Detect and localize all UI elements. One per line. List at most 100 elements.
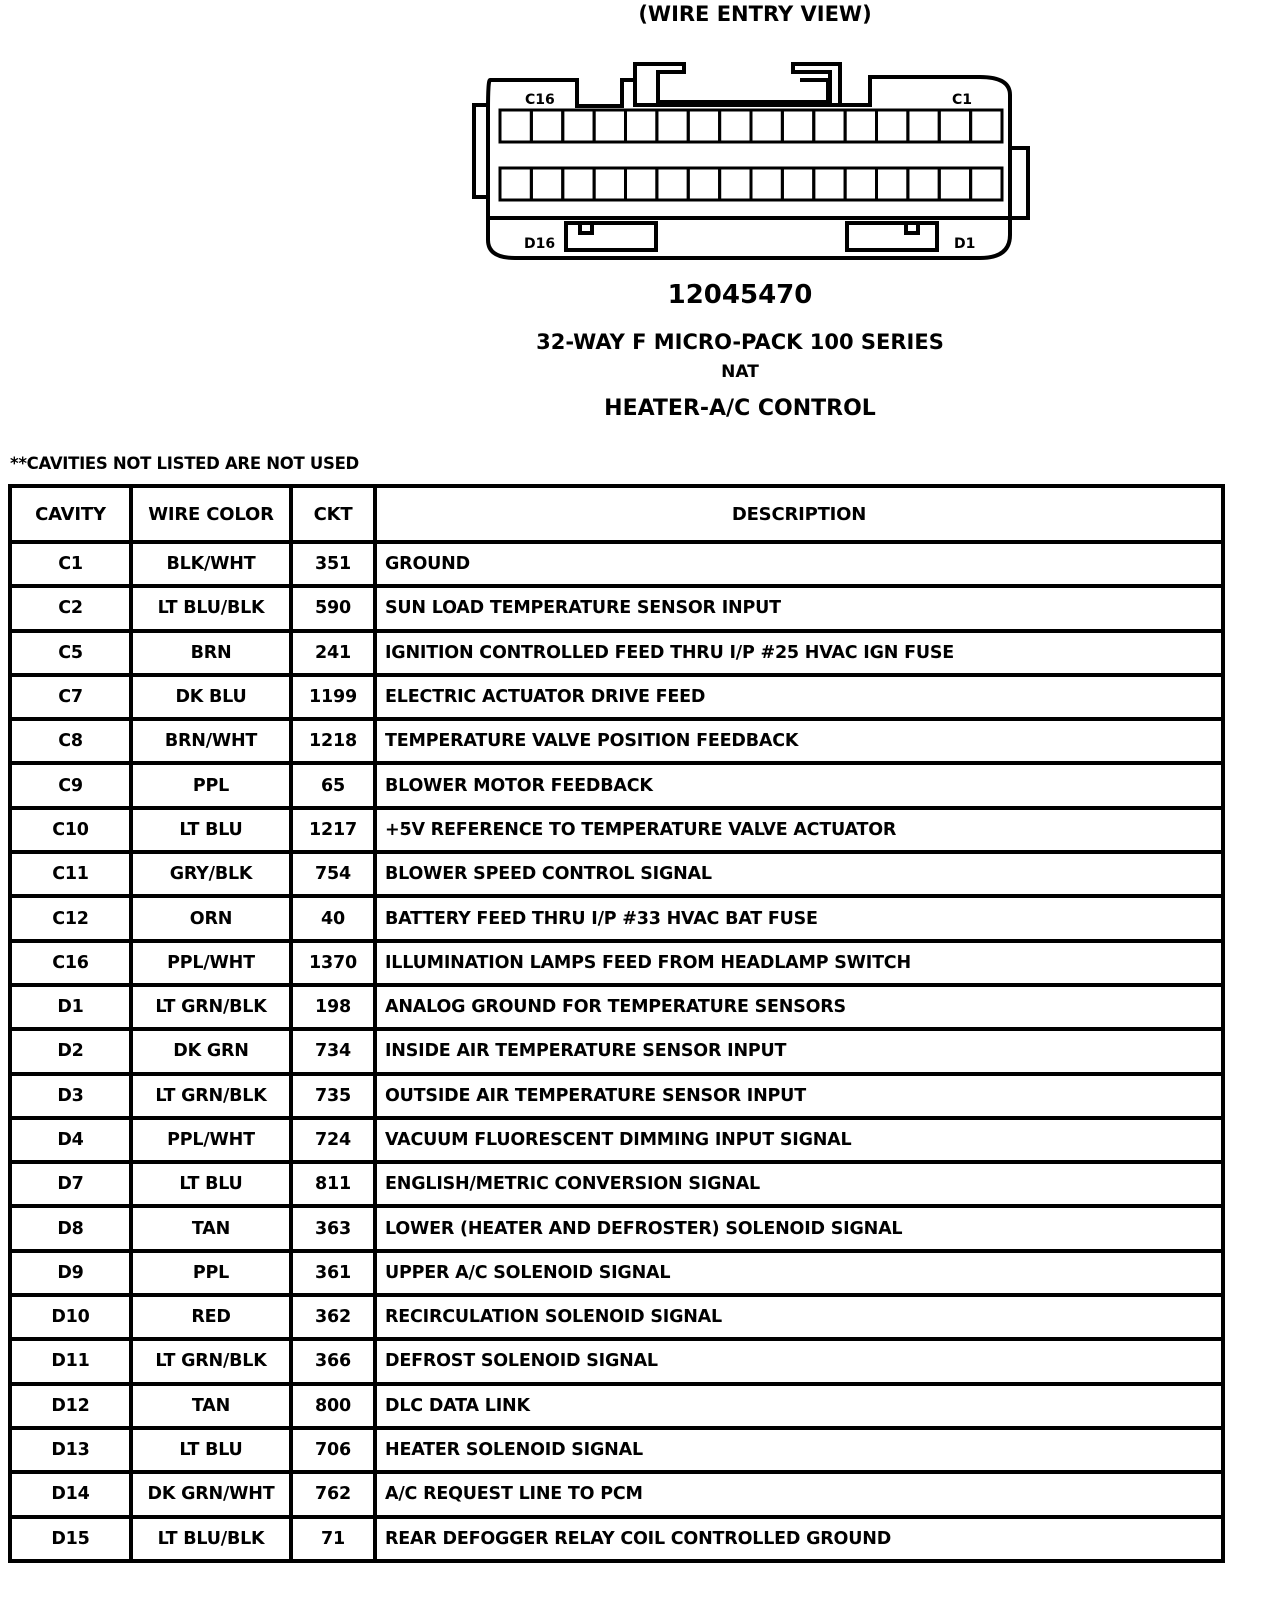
cavity-d14 [561, 166, 596, 202]
header-description: DESCRIPTION [377, 488, 1221, 544]
left-tab [472, 103, 490, 199]
cavity-d7 [780, 166, 816, 202]
wire-color-cell: LT GRN/BLK [133, 1075, 293, 1120]
cavity-d6 [812, 166, 847, 202]
cavity-c11 [655, 108, 690, 144]
ckt-cell: 1218 [293, 721, 377, 766]
cavity-d5 [843, 166, 878, 202]
description-cell: SUN LOAD TEMPERATURE SENSOR INPUT [377, 588, 1221, 633]
wire-color-cell: PPL [133, 1252, 293, 1298]
cavity-c15 [529, 108, 565, 144]
description-cell: RECIRCULATION SOLENOID SIGNAL [377, 1297, 1221, 1342]
cavity-cell: C2 [12, 588, 133, 633]
table-row: D9 PPL 361 UPPER A/C SOLENOID SIGNAL [12, 1252, 1221, 1298]
ckt-cell: 762 [293, 1474, 377, 1519]
wire-color-cell: BRN/WHT [133, 721, 293, 766]
cavity-d11 [655, 166, 690, 202]
cavity-c14 [561, 108, 596, 144]
table-row: C7 DK BLU 1199 ELECTRIC ACTUATOR DRIVE FEED [12, 676, 1221, 722]
table-row: C2 LT BLU/BLK 590 SUN LOAD TEMPERATURE SENS… [12, 588, 1221, 633]
table-row: D7 LT BLU 811 ENGLISH/METRIC CONVERSION SIG… [12, 1164, 1221, 1209]
wire-color-cell: PPL/WHT [133, 1119, 293, 1165]
cavity-c5 [843, 108, 878, 144]
latch [633, 62, 842, 105]
cavity-cell: D4 [12, 1119, 133, 1165]
view-label: (WIRE ENTRY VIEW) [638, 2, 872, 26]
table-row: D4 PPL/WHT 724 VACUUM FLUORESCENT DIMMING I… [12, 1119, 1221, 1165]
cavity-c1 [969, 108, 1004, 144]
table-row: D14 DK GRN/WHT 762 A/C REQUEST LINE TO PCM [12, 1474, 1221, 1519]
key-left [564, 221, 658, 252]
ckt-cell: 734 [293, 1031, 377, 1076]
cavity-d10 [686, 166, 722, 202]
ckt-cell: 735 [293, 1075, 377, 1120]
cavity-cell: C11 [12, 854, 133, 899]
cavity-d9 [718, 166, 753, 202]
ckt-cell: 811 [293, 1164, 377, 1209]
ckt-cell: 590 [293, 588, 377, 633]
wire-color-cell: LT GRN/BLK [133, 986, 293, 1032]
cavity-cell: C9 [12, 765, 133, 810]
table-row: D10 RED 362 RECIRCULATION SOLENOID SIGNAL [12, 1297, 1221, 1342]
table-row: D2 DK GRN 734 INSIDE AIR TEMPERATURE SENSOR… [12, 1031, 1221, 1076]
cavity-c10 [686, 108, 722, 144]
cavity-d16 [498, 166, 533, 202]
wire-color-cell: DK BLU [133, 676, 293, 722]
wire-color-cell: LT BLU/BLK [133, 588, 293, 633]
table-row: D12 TAN 800 DLC DATA LINK [12, 1385, 1221, 1430]
cavity-cell: D1 [12, 986, 133, 1032]
table-row: D8 TAN 363 LOWER (HEATER AND DEFROSTER) SOL… [12, 1208, 1221, 1253]
cavity-d4 [875, 166, 910, 202]
table-row: D11 LT GRN/BLK 366 DEFROST SOLENOID SIGNAL [12, 1341, 1221, 1386]
table-row: C9 PPL 65 BLOWER MOTOR FEEDBACK [12, 765, 1221, 810]
table-row: C1 BLK/WHT 351 GROUND [12, 544, 1221, 589]
wire-color-cell: ORN [133, 898, 293, 943]
description-cell: ELECTRIC ACTUATOR DRIVE FEED [377, 677, 1221, 722]
cavity-cell: D15 [12, 1518, 133, 1559]
description-cell: DEFROST SOLENOID SIGNAL [377, 1341, 1221, 1386]
cavity-cell: D14 [12, 1474, 133, 1519]
cavity-cell: D11 [12, 1341, 133, 1386]
table-row: C10 LT BLU 1217 +5V REFERENCE TO TEMPERATUR… [12, 809, 1221, 855]
cavity-c9 [718, 108, 753, 144]
cavity-c2 [937, 108, 973, 144]
description-cell: HEATER SOLENOID SIGNAL [377, 1430, 1221, 1475]
description-cell: TEMPERATURE VALVE POSITION FEEDBACK [377, 721, 1221, 766]
label-c1: C1 [952, 92, 972, 108]
ckt-cell: 706 [293, 1429, 377, 1475]
key-right [845, 221, 939, 252]
description-cell: ENGLISH/METRIC CONVERSION SIGNAL [377, 1164, 1221, 1209]
ckt-cell: 71 [293, 1518, 377, 1559]
ckt-cell: 198 [293, 986, 377, 1032]
wire-color-cell: TAN [133, 1208, 293, 1253]
table-row: C12 ORN 40 BATTERY FEED THRU I/P #33 HVAC B… [12, 898, 1221, 943]
connector-series: 32-WAY F MICRO-PACK 100 SERIES [536, 330, 944, 354]
label-c16: C16 [525, 92, 555, 108]
description-cell: LOWER (HEATER AND DEFROSTER) SOLENOID SI… [377, 1208, 1221, 1253]
label-d1: D1 [954, 236, 975, 252]
connector-diagram: C16 C1 D16 D1 [472, 62, 1030, 260]
description-cell: UPPER A/C SOLENOID SIGNAL [377, 1253, 1221, 1298]
ckt-cell: 366 [293, 1341, 377, 1386]
connector-color: NAT [721, 362, 759, 382]
wire-color-cell: GRY/BLK [133, 854, 293, 899]
cavity-d12 [624, 166, 659, 202]
cavity-d2 [937, 166, 973, 202]
header-wire-color: WIRE COLOR [133, 488, 293, 544]
table-row: C16 PPL/WHT 1370 ILLUMINATION LAMPS FEED FR… [12, 942, 1221, 987]
cavity-c12 [624, 108, 659, 144]
wire-color-cell: LT GRN/BLK [133, 1341, 293, 1386]
ckt-cell: 362 [293, 1297, 377, 1342]
label-d16: D16 [524, 236, 555, 252]
part-number: 12045470 [667, 280, 813, 310]
cavity-c13 [592, 108, 627, 144]
header-ckt: CKT [293, 488, 377, 544]
description-cell: VACUUM FLUORESCENT DIMMING INPUT SIGNAL [377, 1120, 1221, 1165]
wire-color-cell: PPL/WHT [133, 942, 293, 987]
table-row: C11 GRY/BLK 754 BLOWER SPEED CONTROL SIGNAL [12, 854, 1221, 899]
cavity-c7 [780, 108, 816, 144]
description-cell: A/C REQUEST LINE TO PCM [377, 1474, 1221, 1519]
ckt-cell: 351 [293, 544, 377, 589]
ckt-cell: 1217 [293, 809, 377, 855]
table-row: D13 LT BLU 706 HEATER SOLENOID SIGNAL [12, 1429, 1221, 1475]
